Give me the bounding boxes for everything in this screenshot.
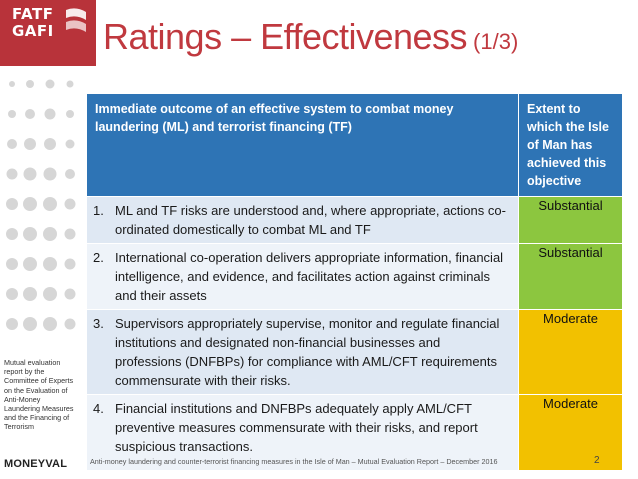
outcome-cell: 2. International co-operation delivers a… xyxy=(86,243,519,310)
page-number: 2 xyxy=(594,455,600,466)
outcome-text: Financial institutions and DNFBPs adequa… xyxy=(115,401,478,454)
outcome-cell: 4. Financial institutions and DNFBPs ade… xyxy=(86,394,519,471)
table-row: 2. International co-operation delivers a… xyxy=(86,243,623,310)
outcome-cell: 3. Supervisors appropriately supervise, … xyxy=(86,309,519,395)
table-row: 3. Supervisors appropriately supervise, … xyxy=(86,309,623,395)
outcome-number: 1. xyxy=(93,203,104,218)
outcome-number: 4. xyxy=(93,401,104,416)
header-outcome: Immediate outcome of an effective system… xyxy=(86,93,519,197)
logo-mark-icon xyxy=(66,8,86,32)
outcome-cell: 1. ML and TF risks are understood and, w… xyxy=(86,196,519,244)
decorative-dot-pattern xyxy=(6,79,76,331)
moneyval-brand: MONEYVAL xyxy=(4,458,68,470)
page-title-main: Ratings – Effectiveness xyxy=(103,16,468,57)
effectiveness-ratings-table: Immediate outcome of an effective system… xyxy=(86,93,623,471)
outcome-number: 2. xyxy=(93,250,104,265)
table-row: 4. Financial institutions and DNFBPs ade… xyxy=(86,394,623,471)
sidebar-note: Mutual evaluation report by the Committe… xyxy=(4,358,74,432)
footer-text: Anti-money laundering and counter-terror… xyxy=(90,457,498,466)
page-title-part: (1/3) xyxy=(473,29,519,54)
rating-cell: Moderate xyxy=(518,309,623,395)
outcome-number: 3. xyxy=(93,316,104,331)
outcome-text: Supervisors appropriately supervise, mon… xyxy=(115,316,500,388)
logo-text-fatf: FATF xyxy=(12,5,54,23)
rating-cell: Moderate xyxy=(518,394,623,471)
page-title: Ratings – Effectiveness (1/3) xyxy=(103,16,518,60)
header-rating: Extent to which the Isle of Man has achi… xyxy=(518,93,623,197)
logo-text-gafi: GAFI xyxy=(12,22,54,40)
outcome-text: ML and TF risks are understood and, wher… xyxy=(115,203,506,237)
rating-cell: Substantial xyxy=(518,196,623,244)
rating-cell: Substantial xyxy=(518,243,623,310)
outcome-text: International co-operation delivers appr… xyxy=(115,250,504,303)
table-row: 1. ML and TF risks are understood and, w… xyxy=(86,196,623,244)
table-header-row: Immediate outcome of an effective system… xyxy=(86,93,623,197)
fatf-gafi-logo: FATF GAFI xyxy=(0,0,96,66)
